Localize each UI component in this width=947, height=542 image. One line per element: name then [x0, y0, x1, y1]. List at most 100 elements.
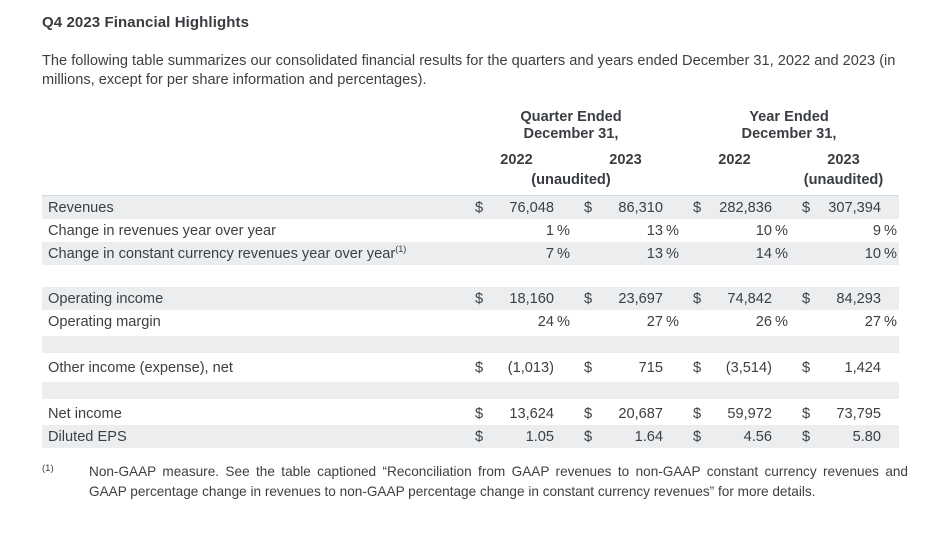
- cell-y2023: $5.80: [789, 429, 898, 445]
- year-ended-header: Year Ended December 31,: [680, 109, 898, 142]
- cell-q2022: 7%: [462, 246, 571, 262]
- percent-sign: %: [775, 313, 788, 330]
- header-gap: [680, 172, 789, 188]
- unaudited-quarter-label: (unaudited): [531, 172, 611, 188]
- dollar-sign: $: [802, 199, 811, 216]
- dollar-sign: $: [802, 290, 811, 307]
- row-label: Change in revenues year over year: [48, 222, 276, 239]
- row-label: Change in constant currency revenues yea…: [42, 243, 462, 261]
- cell-q2023: 27%: [571, 314, 680, 330]
- percent-sign: %: [775, 245, 788, 262]
- cell-value: 10: [864, 245, 881, 262]
- table-row-operating-income: Operating income $18,160 $23,697 $74,842…: [42, 287, 899, 310]
- header-label-spacer: [42, 172, 462, 188]
- percent-sign: %: [557, 245, 570, 262]
- cell-value: 1.05: [525, 428, 554, 445]
- column-header-q-2022: 2022: [500, 152, 533, 168]
- row-label: Net income: [48, 405, 122, 422]
- cell-value: 1,424: [844, 359, 881, 376]
- dollar-sign: $: [584, 405, 593, 422]
- intro-paragraph: The following table summarizes our conso…: [42, 53, 896, 88]
- dollar-sign: $: [584, 290, 593, 307]
- cell-value: 74,842: [727, 290, 772, 307]
- cell-value: 1: [545, 222, 554, 239]
- dollar-sign: $: [693, 428, 702, 445]
- year-ended-line1: Year Ended: [749, 109, 829, 125]
- percent-sign: %: [557, 222, 570, 239]
- cell-q2023: 13%: [571, 246, 680, 262]
- cell-q2022: $1.05: [462, 429, 571, 445]
- cell-value: 23,697: [618, 290, 663, 307]
- header-label-spacer: [42, 152, 462, 168]
- column-header-q-2023: 2023: [609, 152, 642, 168]
- row-label: Revenues: [48, 199, 114, 216]
- dollar-sign: $: [475, 199, 484, 216]
- spacer-row: [42, 265, 899, 287]
- cell-value: 18,160: [509, 290, 554, 307]
- cell-value: (1,013): [507, 359, 554, 376]
- table-body: Revenues $76,048 $86,310 $282,836 $307,3…: [42, 195, 899, 448]
- dollar-sign: $: [802, 428, 811, 445]
- cell-value: 715: [638, 359, 663, 376]
- percent-sign: %: [884, 245, 897, 262]
- cell-value: 14: [755, 245, 772, 262]
- footnote-text: Non-GAAP measure. See the table captione…: [89, 464, 908, 499]
- cell-value: 13,624: [509, 405, 554, 422]
- cell-q2023: $86,310: [571, 200, 680, 216]
- cell-value: 27: [646, 313, 663, 330]
- dollar-sign: $: [584, 359, 593, 376]
- cell-value: 86,310: [618, 199, 663, 216]
- cell-y2023: $1,424: [789, 360, 898, 376]
- cell-q2022: 1%: [462, 223, 571, 239]
- cell-y2022: $74,842: [680, 291, 789, 307]
- table-row-net-income: Net income $13,624 $20,687 $59,972 $73,7…: [42, 402, 899, 425]
- cell-value: 7: [545, 245, 554, 262]
- dollar-sign: $: [475, 290, 484, 307]
- dollar-sign: $: [584, 428, 593, 445]
- cell-value: 1.64: [634, 428, 663, 445]
- percent-sign: %: [884, 222, 897, 239]
- dollar-sign: $: [802, 359, 811, 376]
- cell-value: 26: [755, 313, 772, 330]
- cell-y2023: $84,293: [789, 291, 898, 307]
- cell-value: 13: [646, 245, 663, 262]
- cell-value: 73,795: [836, 405, 881, 422]
- cell-value: 307,394: [828, 199, 881, 216]
- cell-y2022: $282,836: [680, 200, 789, 216]
- cell-value: 282,836: [719, 199, 772, 216]
- percent-sign: %: [775, 222, 788, 239]
- cell-q2023: $20,687: [571, 406, 680, 422]
- percent-sign: %: [666, 245, 679, 262]
- quarter-ended-line2: December 31,: [523, 125, 619, 142]
- cell-y2022: $4.56: [680, 429, 789, 445]
- cell-value: 59,972: [727, 405, 772, 422]
- dollar-sign: $: [475, 428, 484, 445]
- page-title: Q4 2023 Financial Highlights: [42, 14, 250, 31]
- column-header-y-2022: 2022: [718, 152, 751, 168]
- document: Q4 2023 Financial Highlights The followi…: [42, 14, 908, 499]
- cell-y2022: $59,972: [680, 406, 789, 422]
- cell-y2022: 10%: [680, 223, 789, 239]
- column-header-y-2023: 2023: [827, 152, 860, 168]
- dollar-sign: $: [802, 405, 811, 422]
- table-row-revenue-change: Change in revenues year over year 1% 13%…: [42, 219, 899, 242]
- cell-q2022: $13,624: [462, 406, 571, 422]
- row-label: Other income (expense), net: [48, 359, 233, 376]
- dollar-sign: $: [693, 405, 702, 422]
- row-label: Operating income: [48, 290, 164, 307]
- table-row-diluted-eps: Diluted EPS $1.05 $1.64 $4.56 $5.80: [42, 425, 899, 448]
- cell-y2023: $73,795: [789, 406, 898, 422]
- footnote-ref: (1): [395, 243, 407, 254]
- column-group-header-row: Quarter Ended December 31, Year Ended De…: [42, 109, 899, 142]
- cell-q2022: $ (1,013): [462, 360, 571, 376]
- cell-value: 20,687: [618, 405, 663, 422]
- percent-sign: %: [884, 313, 897, 330]
- cell-y2022: $ (3,514): [680, 360, 789, 376]
- footnote-marker: (1): [42, 463, 54, 474]
- cell-value: 24: [537, 313, 554, 330]
- quarter-ended-line1: Quarter Ended: [520, 109, 622, 125]
- cell-y2023: $307,394: [789, 200, 898, 216]
- cell-value: 4.56: [743, 428, 772, 445]
- cell-y2023: 10%: [789, 246, 898, 262]
- row-label: Operating margin: [48, 313, 161, 330]
